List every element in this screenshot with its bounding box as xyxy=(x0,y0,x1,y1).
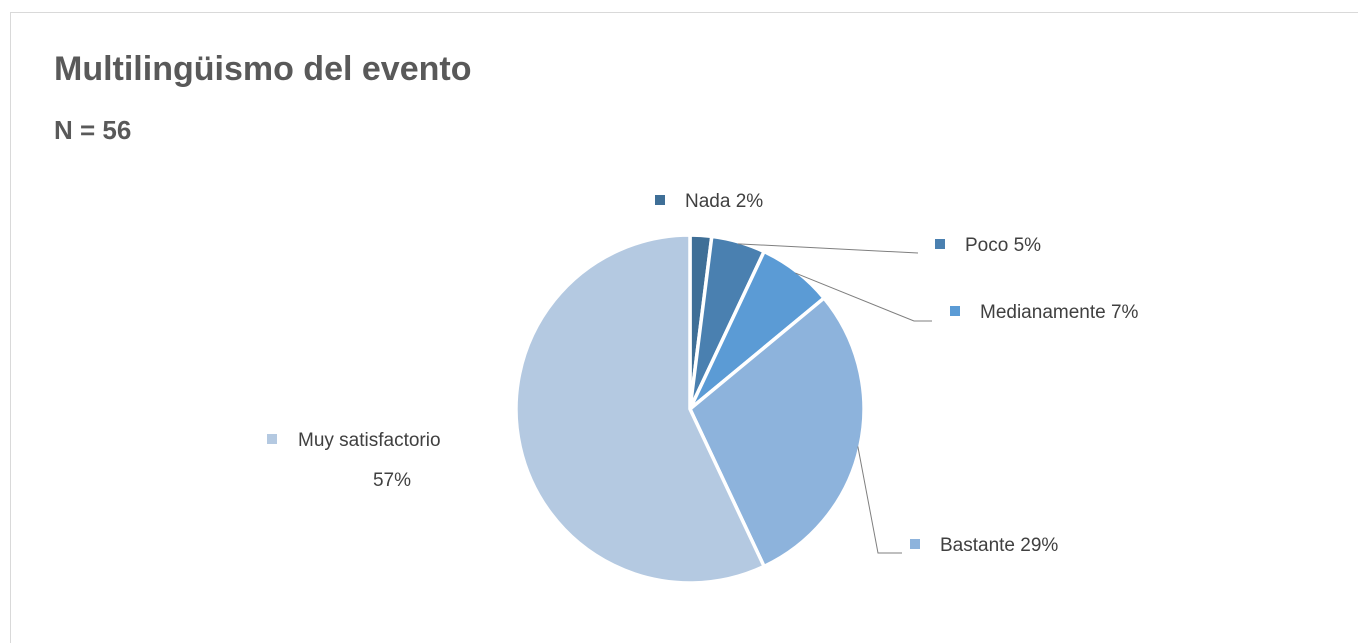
slice-label-medianamente: Medianamente 7% xyxy=(980,302,1139,323)
slice-label-poco: Poco 5% xyxy=(965,235,1041,256)
label-marker-medianamente xyxy=(950,306,960,316)
leader-line-medianamente xyxy=(795,272,932,322)
label-marker-nada xyxy=(655,195,665,205)
slice-label-value-muy-satisfactorio: 57% xyxy=(373,470,411,491)
slice-label-nada: Nada 2% xyxy=(685,191,763,212)
slice-label-name-muy-satisfactorio: Muy satisfactorio xyxy=(298,430,441,451)
chart-subtitle: N = 56 xyxy=(54,115,132,145)
slice-labels: Nada 2% Poco 5% Medianamente 7% Bastante 29… xyxy=(267,191,1139,556)
chart-title: Multilingüismo del evento xyxy=(54,50,472,88)
chart-frame xyxy=(10,12,1358,643)
leader-lines xyxy=(737,243,932,554)
slice-label-bastante: Bastante 29% xyxy=(940,535,1058,556)
leader-line-bastante xyxy=(857,446,902,554)
label-marker-muy-satisfactorio xyxy=(267,434,277,444)
leader-line-poco xyxy=(737,243,919,254)
pie-slice-muy-satisfactorio xyxy=(514,233,766,585)
label-marker-bastante xyxy=(910,539,920,549)
label-marker-poco xyxy=(935,239,945,249)
pie-slices xyxy=(514,233,866,585)
